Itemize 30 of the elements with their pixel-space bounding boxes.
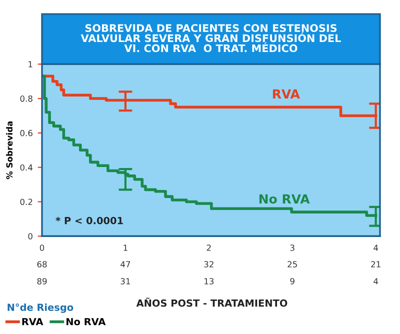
annotation: * P < 0.0001 [56, 216, 123, 224]
legend-title: N°de Riesgo [8, 303, 74, 313]
annotation: No RVA [259, 194, 310, 204]
y-axis-title: % Sobrevida [6, 121, 13, 180]
text: 47 [120, 261, 130, 268]
y-tick-label: 1 [28, 61, 32, 68]
text: 32 [204, 261, 214, 268]
text: 4 [374, 278, 378, 284]
text: 89 [37, 278, 47, 284]
text: 21 [371, 261, 380, 268]
y-tick-label: 0 [28, 233, 32, 240]
y-tick-label: 0.4 [20, 164, 33, 171]
text: 25 [288, 261, 297, 268]
x-tick-label: 4 [374, 244, 378, 251]
y-tick-label: 0.8 [20, 96, 32, 102]
x-tick-label: 0 [40, 244, 44, 251]
text: 9 [290, 278, 294, 284]
x-tick-label: 1 [124, 244, 128, 251]
y-tick-label: 0.2 [20, 198, 32, 206]
text: 13 [204, 278, 214, 284]
legend-label: No RVA [66, 318, 106, 326]
text: 31 [120, 278, 130, 284]
x-axis-title: AÑOS POST - TRATAMIENTO [136, 298, 288, 307]
annotation: RVA [272, 89, 300, 99]
x-tick-label: 2 [206, 244, 211, 251]
chart-title: SOBREVIDA DE PACIENTES CON ESTENOSIS VALVULAR SEVERA Y GRAN DISFUNSIÓN DEL VI. CON RVA O TRAT. MÉDICO [80, 24, 341, 52]
legend-label: RVA [22, 318, 44, 326]
x-tick-label: 3 [290, 244, 294, 251]
y-tick-label: 0.6 [20, 130, 32, 136]
text: 68 [37, 261, 47, 268]
